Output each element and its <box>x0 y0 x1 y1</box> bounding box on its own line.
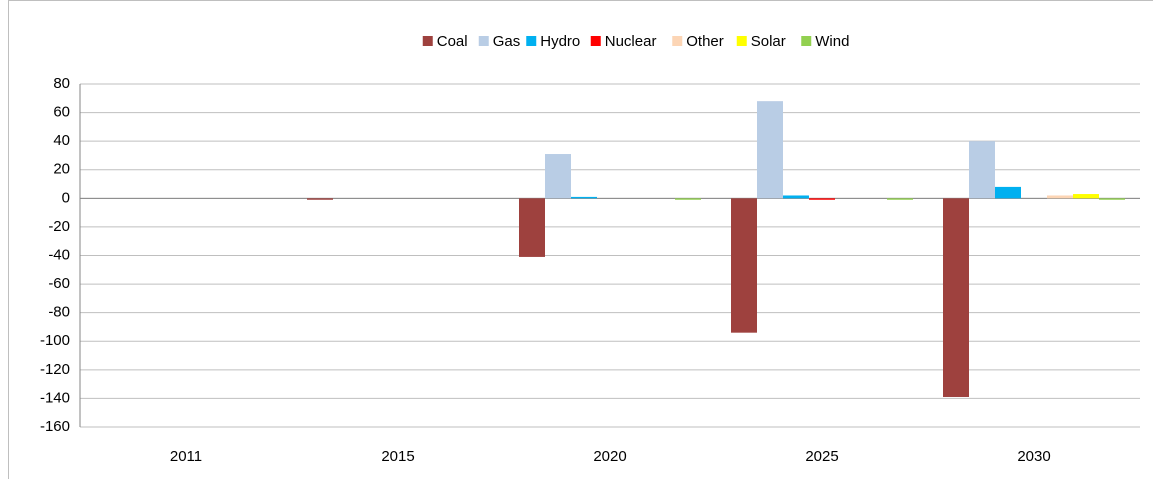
y-tick-label: -100 <box>40 332 70 349</box>
bar <box>995 186 1021 199</box>
legend-swatch <box>672 36 683 46</box>
legend-label: Solar <box>751 33 786 50</box>
y-tick-label: -120 <box>40 361 70 378</box>
legend-label: Hydro <box>540 33 580 50</box>
x-tick-label: 2011 <box>170 448 202 465</box>
chart-border <box>8 0 1153 479</box>
legend-swatch <box>422 36 433 46</box>
bar <box>969 141 995 199</box>
y-tick-label: -40 <box>48 246 70 263</box>
bar <box>545 154 571 199</box>
legend-swatch <box>590 36 601 46</box>
bar <box>1099 198 1125 200</box>
y-tick-label: -140 <box>40 389 70 406</box>
bar <box>809 198 835 200</box>
y-tick-label: 0 <box>62 189 70 206</box>
bar <box>887 198 913 200</box>
x-tick-label: 2030 <box>1017 448 1050 465</box>
y-tick-label: 20 <box>53 161 70 178</box>
bar <box>783 195 809 199</box>
y-tick-label: -160 <box>40 418 70 435</box>
legend-label: Wind <box>815 33 849 50</box>
legend-label: Other <box>686 33 724 50</box>
bar <box>1073 194 1099 199</box>
bar <box>571 196 597 199</box>
bar <box>307 198 333 200</box>
bar <box>943 198 969 397</box>
legend-label: Coal <box>437 33 468 50</box>
y-tick-label: 60 <box>53 104 70 121</box>
y-tick-label: 80 <box>53 75 70 92</box>
y-tick-label: -20 <box>48 218 70 235</box>
legend-label: Nuclear <box>605 33 657 50</box>
legend-swatch <box>526 36 537 46</box>
x-tick-label: 2015 <box>381 448 414 465</box>
bar <box>1047 195 1073 199</box>
y-tick-label: -60 <box>48 275 70 292</box>
y-tick-label: 40 <box>53 132 70 149</box>
bar <box>675 198 701 200</box>
bar <box>757 101 783 199</box>
bar <box>731 198 757 333</box>
bar <box>519 198 545 257</box>
x-tick-label: 2025 <box>805 448 838 465</box>
legend-swatch <box>801 36 812 46</box>
y-tick-label: -80 <box>48 304 70 321</box>
legend-label: Gas <box>493 33 521 50</box>
legend-swatch <box>736 36 747 46</box>
x-tick-label: 2020 <box>593 448 626 465</box>
legend-swatch <box>478 36 489 46</box>
